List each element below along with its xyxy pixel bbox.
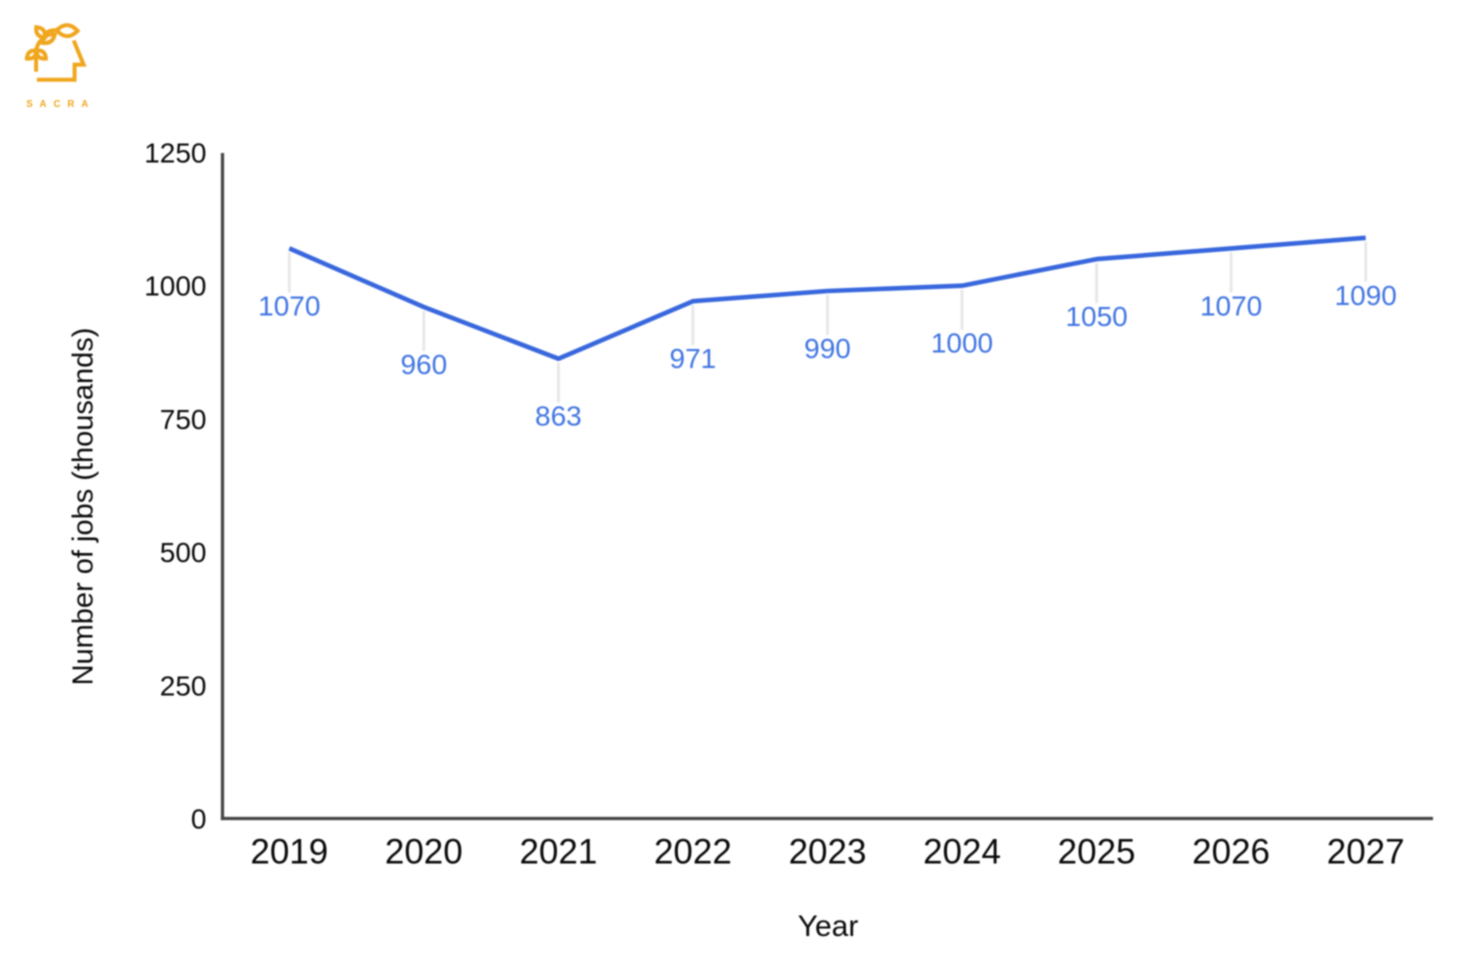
svg-text:500: 500 bbox=[160, 537, 207, 568]
svg-text:2019: 2019 bbox=[250, 833, 328, 872]
svg-text:1000: 1000 bbox=[931, 328, 993, 359]
svg-text:2021: 2021 bbox=[519, 833, 597, 872]
svg-text:1000: 1000 bbox=[144, 271, 206, 302]
svg-text:0: 0 bbox=[191, 804, 207, 835]
svg-text:2027: 2027 bbox=[1327, 833, 1405, 872]
svg-text:750: 750 bbox=[160, 404, 207, 435]
svg-text:990: 990 bbox=[804, 333, 851, 364]
svg-text:2026: 2026 bbox=[1192, 833, 1270, 872]
svg-text:1090: 1090 bbox=[1335, 280, 1397, 311]
svg-text:Number of jobs (thousands): Number of jobs (thousands) bbox=[68, 328, 100, 686]
svg-text:1070: 1070 bbox=[1200, 290, 1262, 321]
svg-text:2022: 2022 bbox=[654, 833, 732, 872]
svg-text:1070: 1070 bbox=[258, 290, 320, 321]
svg-text:2024: 2024 bbox=[923, 833, 1001, 872]
svg-text:960: 960 bbox=[400, 349, 447, 380]
svg-text:1250: 1250 bbox=[144, 138, 206, 169]
svg-text:SACRA: SACRA bbox=[26, 99, 95, 110]
svg-text:2020: 2020 bbox=[385, 833, 463, 872]
svg-text:2023: 2023 bbox=[789, 833, 867, 872]
svg-text:863: 863 bbox=[535, 401, 582, 432]
svg-text:2025: 2025 bbox=[1058, 833, 1136, 872]
svg-text:1050: 1050 bbox=[1065, 301, 1127, 332]
svg-text:971: 971 bbox=[670, 343, 717, 374]
svg-text:250: 250 bbox=[160, 670, 207, 701]
svg-text:Year: Year bbox=[798, 910, 859, 943]
